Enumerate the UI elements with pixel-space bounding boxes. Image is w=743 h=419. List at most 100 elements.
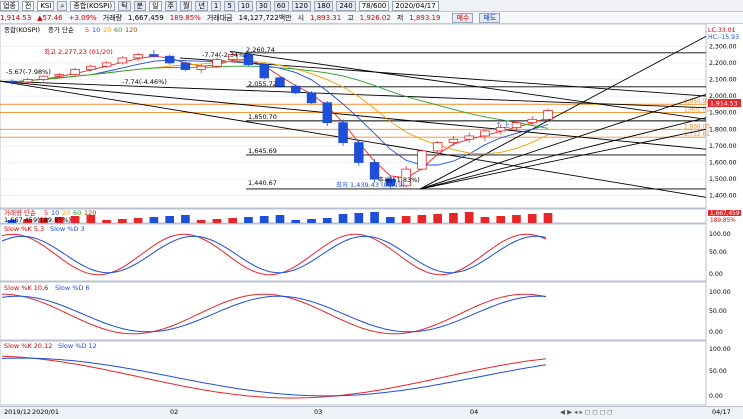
type-select[interactable]: 전 xyxy=(21,0,35,11)
candle-body xyxy=(306,92,317,104)
period-tick[interactable]: 틱 xyxy=(118,0,131,11)
lc-hc-labels: LC:33.01 HC:-15.93 xyxy=(708,27,739,41)
stoch1-axis-50: 50.00 xyxy=(709,249,727,256)
moving-averages xyxy=(11,55,549,179)
candle-body xyxy=(133,54,143,59)
interval-5[interactable]: 5 xyxy=(224,0,235,11)
legend-stoch2-k: Slow %K 10,6 xyxy=(4,284,48,292)
code-input[interactable]: KSI xyxy=(37,0,55,11)
moving-average-line xyxy=(11,65,549,129)
candle-body xyxy=(117,57,128,64)
volume-bar xyxy=(196,220,206,223)
period-year[interactable]: 년 xyxy=(195,0,208,11)
trend-line xyxy=(229,50,707,120)
candle-body xyxy=(259,64,269,79)
code-prefix-select[interactable]: 업종 xyxy=(0,0,19,11)
volume-bar xyxy=(149,217,159,223)
pane-legends: 종합(KOSPI) 종가 단순 5 10 20 60 120 거래량 단순 5 … xyxy=(4,25,137,350)
chart-canvas[interactable]: 1,950.921,901.011,800.001,752.61 최고 2,27… xyxy=(0,24,743,406)
interval-1[interactable]: 1 xyxy=(210,0,222,11)
date-tick-end: 04/17 xyxy=(712,408,731,416)
current-price-badge: 1,914.53 xyxy=(710,101,738,108)
volume-bar xyxy=(464,212,474,223)
stoch1-axis-100: 100.00 xyxy=(709,231,731,238)
period-week[interactable]: 주 xyxy=(164,0,177,11)
current-price: 1,914.53 xyxy=(0,13,32,22)
buy-button[interactable]: 매수 xyxy=(452,12,474,23)
volume-bar xyxy=(401,216,411,223)
date-field[interactable]: 2020/04/17 xyxy=(392,0,439,11)
interval-10[interactable]: 10 xyxy=(237,0,253,11)
sell-button[interactable]: 매도 xyxy=(479,12,501,23)
open-label: 시 xyxy=(297,13,305,22)
candle-body xyxy=(7,80,17,83)
period-month[interactable]: 월 xyxy=(179,0,193,11)
price-axis: 2,300.00 2,200.00 2,100.00 2,000.00 1,900.00… xyxy=(709,43,737,199)
interval-240[interactable]: 240 xyxy=(336,0,356,11)
candle-body xyxy=(86,65,96,70)
volume-bars xyxy=(7,212,553,223)
candle-body xyxy=(385,178,396,187)
candle-body xyxy=(291,85,301,94)
volume-bar xyxy=(102,220,111,223)
interval-120[interactable]: 120 xyxy=(291,0,311,11)
candle-body xyxy=(101,62,112,67)
interval-60[interactable]: 60 xyxy=(273,0,289,11)
period-minute[interactable]: 분 xyxy=(133,0,147,11)
price-axis-label: 1,700.00 xyxy=(709,143,737,150)
stoch-axes: 100.00 50.00 0.00 100.00 50.00 0.00 100.… xyxy=(709,231,731,400)
scroll-controls[interactable]: ◀ ▶ ◂ ▸ ◻ ◻ ◻ ◻ xyxy=(560,408,613,416)
price-axis-label: 1,800.00 xyxy=(709,126,737,133)
annotation-left-pct: -5.67(-7.98%) xyxy=(6,68,51,76)
interval-30[interactable]: 30 xyxy=(255,0,271,11)
count-field[interactable]: 78/600 xyxy=(358,0,390,11)
legend-stoch2-d: Slow %D 6 xyxy=(55,284,90,292)
legend-stoch1-d: Slow %D 3 xyxy=(50,225,85,233)
stoch3-axis-100: 100.00 xyxy=(709,346,731,353)
date-tick-02: 02 xyxy=(170,408,179,416)
volume-value: 1,667,459 xyxy=(128,13,164,22)
volume-bar xyxy=(354,213,364,223)
candle-body xyxy=(322,102,333,124)
trend-line xyxy=(419,94,707,190)
trend-line xyxy=(419,117,707,190)
period-day[interactable]: 일 xyxy=(149,0,162,11)
current-price-badge-bg xyxy=(708,99,741,107)
legend-vol-120: 120 xyxy=(84,209,96,217)
volume-bar xyxy=(259,216,269,223)
price-axis-label: 2,000.00 xyxy=(709,93,737,100)
candle-body xyxy=(354,142,364,163)
search-icon[interactable]: ⌕ xyxy=(57,0,68,11)
orange-level-label: 1,950.92 xyxy=(684,99,710,105)
price-change-pct: +3.09% xyxy=(68,13,97,22)
legend-stoch1-k: Slow %K 5,3 xyxy=(4,225,44,233)
stoch1-axis-0: 0.00 xyxy=(709,271,723,278)
volume-bar xyxy=(527,214,537,223)
volume-bar xyxy=(322,218,332,223)
legend-ma60: 60 xyxy=(114,26,122,34)
annotation-low-pct: 추세(51.83%) xyxy=(378,175,420,184)
trend-line xyxy=(419,35,707,190)
level-1850: 1,850.70 xyxy=(248,113,277,121)
legend-ma20: 20 xyxy=(103,26,111,34)
legend-price-name: 종합(KOSPI) xyxy=(4,25,40,34)
trend-line xyxy=(0,80,707,198)
volume-bar xyxy=(86,215,96,223)
open-value: 1,893.31 xyxy=(310,13,342,22)
annotation-low: 최저 1,439.43 (03/19) xyxy=(336,180,405,189)
volume-badge-pct: 189.85% xyxy=(710,218,736,224)
volume-bar xyxy=(480,217,490,223)
candle-body xyxy=(338,122,348,143)
candle-body xyxy=(212,59,222,67)
interval-180[interactable]: 180 xyxy=(313,0,334,11)
volume-bar xyxy=(23,219,33,223)
market-name-field[interactable]: 종합(KOSPI) xyxy=(70,0,116,11)
candle-body xyxy=(196,65,206,70)
candle-body xyxy=(275,77,285,87)
candle-body xyxy=(149,54,159,57)
price-axis-label: 1,900.00 xyxy=(709,110,737,117)
stoch-d-line xyxy=(1,235,547,274)
quote-bar: 1,914.53 ▲57.46 +3.09% 거래량 1,667,459 189… xyxy=(0,12,743,24)
price-axis-label: 1,500.00 xyxy=(709,176,737,183)
orange-level-label: 1,752.61 xyxy=(684,132,710,138)
